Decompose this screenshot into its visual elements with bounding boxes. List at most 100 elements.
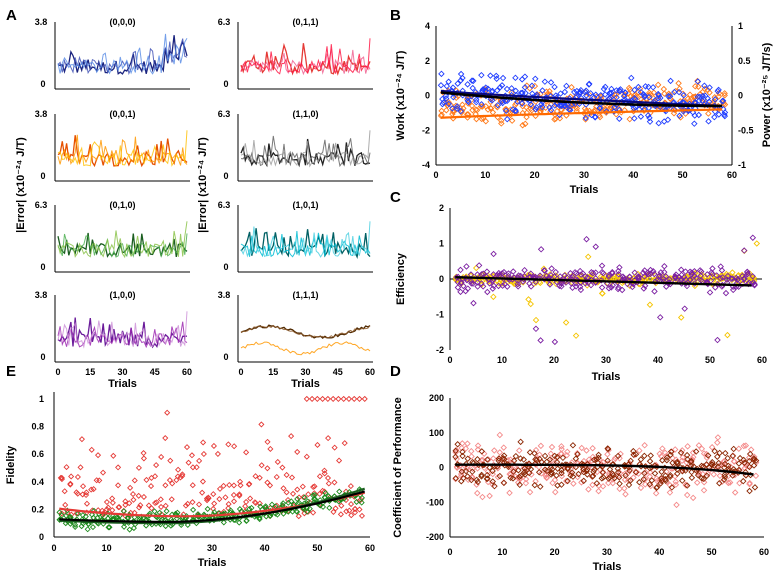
data-point bbox=[721, 471, 729, 478]
data-point bbox=[310, 509, 317, 516]
data-point bbox=[546, 104, 553, 111]
data-point bbox=[630, 474, 637, 481]
data-point bbox=[163, 508, 170, 515]
data-point bbox=[681, 305, 688, 312]
data-point bbox=[729, 286, 737, 294]
data-point bbox=[604, 457, 611, 464]
data-point bbox=[442, 92, 450, 100]
data-point bbox=[694, 78, 702, 85]
data-point bbox=[551, 83, 558, 91]
data-point bbox=[599, 290, 606, 297]
data-point bbox=[711, 447, 718, 455]
data-point bbox=[727, 275, 735, 283]
data-point bbox=[500, 479, 508, 487]
data-point bbox=[556, 282, 563, 290]
x-tick-label: 0 bbox=[447, 355, 452, 365]
data-point bbox=[717, 275, 724, 282]
data-point bbox=[686, 91, 694, 98]
data-point bbox=[751, 281, 758, 289]
panel-label-d: D bbox=[390, 363, 401, 380]
data-point bbox=[503, 115, 511, 123]
x-tick-label: 60 bbox=[182, 367, 192, 377]
data-point bbox=[100, 469, 107, 476]
data-point bbox=[525, 463, 533, 471]
x-tick-label: 15 bbox=[268, 367, 278, 377]
data-point bbox=[541, 78, 549, 85]
data-point bbox=[210, 511, 217, 518]
data-point bbox=[498, 120, 505, 127]
data-point bbox=[258, 462, 265, 469]
data-point bbox=[335, 395, 342, 402]
subplot-100: (1,0,0) 3.8 00 15 30 45 60 Trials bbox=[35, 290, 192, 390]
data-point bbox=[115, 482, 122, 489]
data-point bbox=[662, 106, 669, 114]
data-point bbox=[576, 267, 584, 275]
data-point bbox=[222, 494, 229, 501]
data-point bbox=[109, 495, 116, 502]
data-point bbox=[518, 76, 526, 83]
data-point bbox=[582, 87, 590, 94]
data-point bbox=[459, 448, 466, 456]
data-point bbox=[450, 93, 457, 101]
data-point bbox=[251, 499, 258, 506]
fit-line bbox=[440, 89, 723, 107]
data-point bbox=[552, 460, 559, 468]
data-point bbox=[62, 501, 69, 509]
data-point bbox=[230, 498, 238, 505]
data-point bbox=[346, 507, 353, 514]
subplot-111: (1,1,1) 3.8 00 15 30 45 60 Trials bbox=[218, 290, 375, 390]
data-point bbox=[358, 512, 366, 519]
data-point bbox=[683, 451, 691, 459]
data-point bbox=[496, 449, 504, 456]
data-point bbox=[662, 477, 670, 485]
data-point bbox=[475, 262, 483, 269]
data-point bbox=[486, 492, 493, 500]
subplot-ymax-label: 3.8 bbox=[35, 17, 48, 27]
data-point bbox=[582, 114, 590, 122]
data-point bbox=[614, 465, 622, 472]
data-point bbox=[578, 94, 585, 102]
data-point bbox=[168, 496, 175, 503]
data-point bbox=[679, 467, 686, 475]
fit-line bbox=[455, 463, 754, 476]
data-point bbox=[640, 476, 647, 483]
data-point bbox=[93, 477, 100, 484]
data-point bbox=[668, 484, 676, 491]
data-point bbox=[600, 269, 607, 277]
data-point bbox=[521, 73, 529, 80]
data-point bbox=[540, 267, 548, 274]
data-point bbox=[641, 282, 649, 289]
data-point bbox=[469, 465, 476, 473]
data-point bbox=[458, 444, 465, 452]
data-point bbox=[457, 107, 465, 115]
data-point bbox=[682, 274, 690, 281]
data-point bbox=[246, 505, 253, 513]
data-point bbox=[739, 280, 747, 288]
data-point bbox=[459, 440, 466, 447]
data-point bbox=[439, 100, 446, 108]
data-point bbox=[688, 269, 696, 276]
data-point bbox=[310, 492, 317, 499]
data-point bbox=[608, 284, 615, 291]
data-point bbox=[661, 90, 668, 97]
data-point bbox=[449, 105, 456, 112]
data-point bbox=[641, 442, 648, 449]
data-point bbox=[547, 450, 555, 457]
data-point bbox=[216, 485, 224, 492]
data-point bbox=[714, 434, 722, 441]
data-point bbox=[532, 325, 540, 333]
data-point bbox=[543, 474, 550, 482]
data-point bbox=[641, 273, 648, 280]
x-tick-label: 60 bbox=[727, 170, 737, 180]
data-point bbox=[724, 272, 732, 280]
data-point bbox=[519, 278, 527, 285]
data-point bbox=[557, 106, 565, 113]
data-point bbox=[496, 472, 504, 480]
error-line bbox=[240, 49, 371, 76]
data-point bbox=[547, 93, 554, 100]
data-point bbox=[747, 446, 755, 453]
data-point bbox=[543, 467, 551, 475]
data-point bbox=[606, 466, 614, 473]
